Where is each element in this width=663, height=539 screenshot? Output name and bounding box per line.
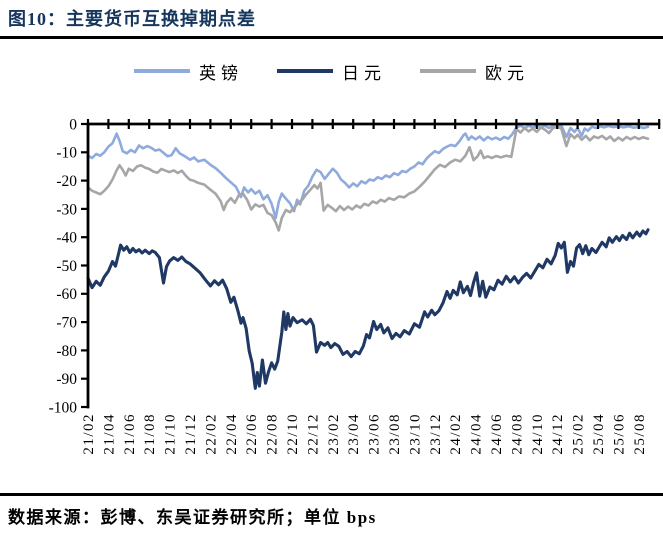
- x-tick-label: 21/10: [163, 413, 179, 455]
- x-tick-label: 22/12: [305, 413, 321, 455]
- legend-label-gbp: 英镑: [199, 63, 243, 83]
- legend-label-jpy: 日元: [342, 63, 386, 83]
- x-tick-label: 24/08: [509, 413, 525, 455]
- x-tick-label: 21/12: [183, 413, 199, 455]
- series-line-eur: [86, 125, 650, 232]
- x-tick-label: 24/10: [530, 413, 546, 455]
- x-tick-label: 23/06: [367, 413, 383, 455]
- y-tick-label: -100: [49, 399, 78, 416]
- y-tick-label: -30: [56, 201, 77, 218]
- y-axis-ticks: 0 -10 -20 -30 -40 -50 -60 -70 -80 -90 -100: [49, 116, 88, 416]
- series-line-gbp: [86, 124, 650, 220]
- x-tick-label: 21/08: [142, 413, 158, 455]
- legend-item-jpy: 日元: [277, 59, 386, 84]
- x-tick-label: 22/08: [265, 413, 281, 455]
- y-tick-label: 0: [69, 116, 77, 133]
- y-tick-label: -70: [56, 315, 77, 332]
- x-tick-label: 21/06: [122, 413, 138, 455]
- x-tick-label: 24/12: [550, 413, 566, 455]
- x-axis-ticks: 21/02 21/04 21/06 21/08 21/10 21/12 22/02 22/04…: [81, 119, 661, 455]
- y-tick-label: -60: [56, 286, 77, 303]
- x-tick-label: 24/02: [448, 413, 464, 455]
- legend-swatch-jpy: [277, 69, 333, 73]
- footer-divider-rule: [0, 493, 663, 496]
- chart-legend: 英镑 日元 欧元: [0, 58, 663, 84]
- y-tick-label: -90: [56, 371, 77, 388]
- x-tick-label: 22/02: [203, 413, 219, 455]
- legend-item-eur: 欧元: [420, 59, 529, 84]
- data-source-note: 数据来源：彭博、东吴证券研究所；单位 bps: [8, 508, 377, 527]
- x-tick-label: 22/04: [224, 413, 240, 455]
- x-tick-label: 23/08: [387, 413, 403, 455]
- x-tick-label: 25/08: [632, 413, 648, 455]
- x-tick-label: 24/04: [469, 413, 485, 455]
- legend-item-gbp: 英镑: [134, 59, 243, 84]
- legend-swatch-gbp: [134, 69, 190, 73]
- x-tick-label: 23/12: [428, 413, 444, 455]
- x-tick-label: 25/02: [571, 413, 587, 455]
- x-tick-label: 23/04: [346, 413, 362, 455]
- x-tick-label: 22/06: [244, 413, 260, 455]
- y-tick-label: -10: [56, 145, 77, 162]
- x-tick-label: 25/06: [611, 413, 627, 455]
- legend-swatch-eur: [420, 69, 476, 73]
- x-tick-label: 21/02: [81, 413, 97, 455]
- x-tick-label: 23/10: [407, 413, 423, 455]
- y-tick-label: -80: [56, 343, 77, 360]
- x-tick-label: 24/06: [489, 413, 505, 455]
- x-tick-label: 25/04: [591, 413, 607, 455]
- y-tick-label: -40: [56, 230, 77, 247]
- y-tick-label: -50: [56, 258, 77, 275]
- series-lines: [86, 124, 650, 390]
- y-tick-label: -20: [56, 173, 77, 190]
- series-line-jpy: [86, 228, 650, 390]
- legend-label-eur: 欧元: [485, 63, 529, 83]
- x-tick-label: 23/02: [326, 413, 342, 455]
- page-title: 图10：主要货币互换掉期点差: [8, 9, 256, 29]
- x-tick-label: 22/10: [285, 413, 301, 455]
- x-tick-label: 21/04: [101, 413, 117, 455]
- title-divider-rule: [0, 36, 663, 39]
